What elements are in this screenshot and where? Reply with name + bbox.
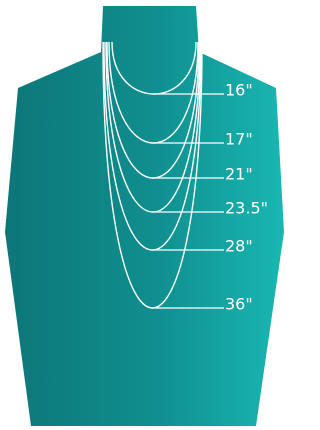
length-label: 16"	[225, 81, 253, 100]
length-label: 17"	[225, 130, 253, 149]
length-label: 21"	[225, 165, 253, 184]
length-label: 23.5"	[225, 199, 268, 218]
necklace-length-diagram: 16" 17" 21" 23.5" 28" 36"	[0, 0, 287, 430]
length-label: 28"	[225, 237, 253, 256]
page: {"lengths": [ {"label": "16\""}, {"label…	[0, 0, 287, 430]
length-label: 36"	[225, 295, 253, 314]
